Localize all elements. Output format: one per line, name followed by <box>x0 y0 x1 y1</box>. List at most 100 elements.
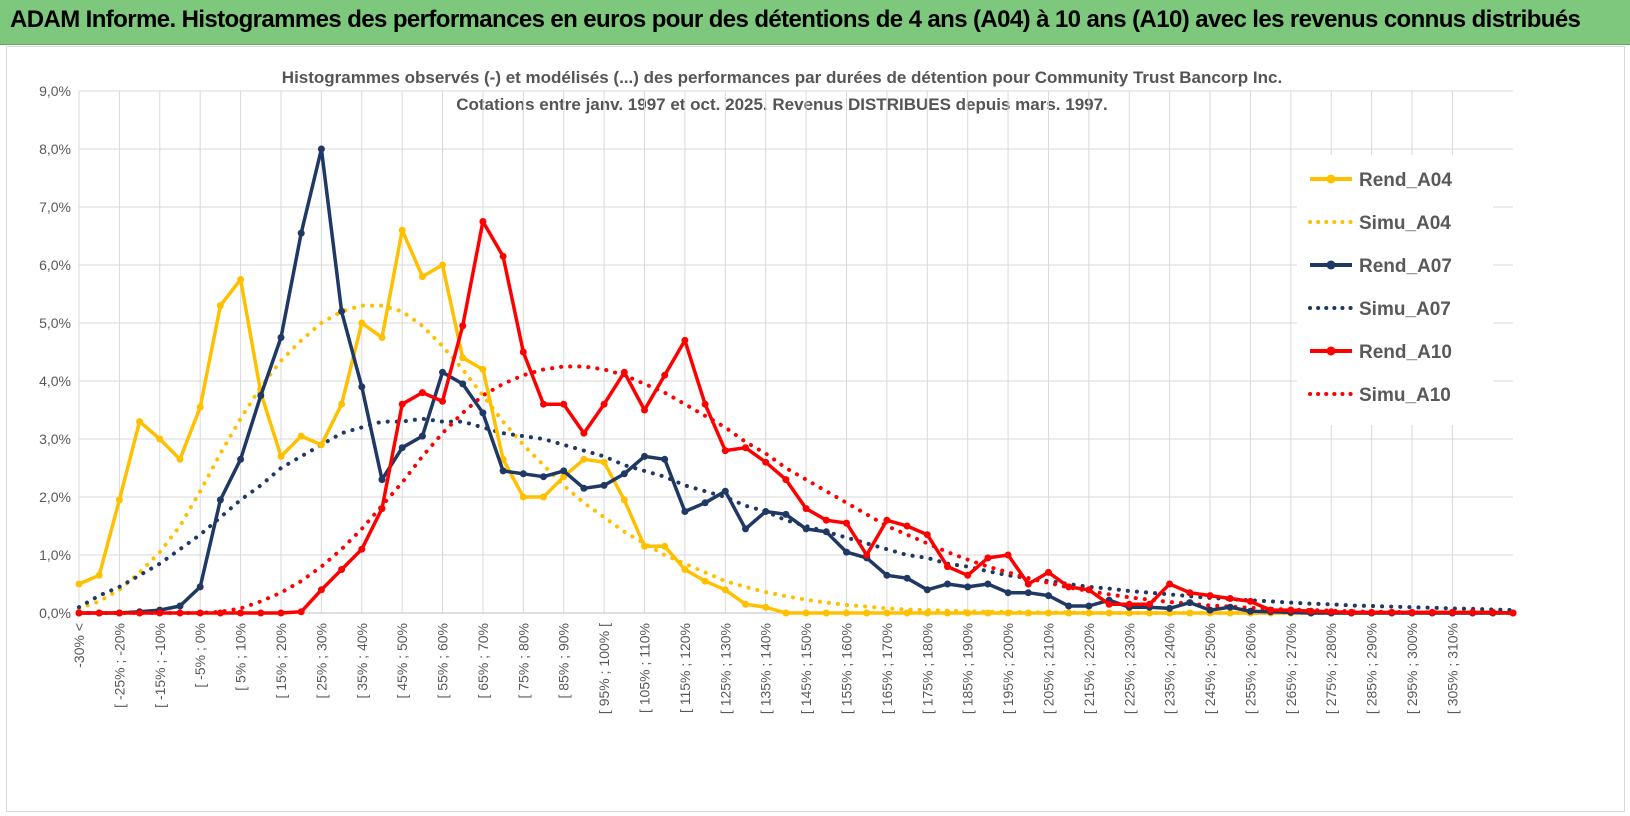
data-point-rend-a07 <box>176 602 184 610</box>
data-point-rend-a10 <box>1186 589 1194 597</box>
data-point-rend-a07 <box>964 583 972 591</box>
data-point-rend-a10 <box>358 545 366 553</box>
data-point-rend-a04 <box>863 609 871 617</box>
data-point-rend-a07 <box>277 334 285 341</box>
legend-label-simu-a07: Simu_A07 <box>1359 299 1451 320</box>
x-tick-label: [ -5% ; 0% <box>192 623 208 688</box>
data-point-rend-a07 <box>358 383 366 391</box>
legend-marker-rend-a07 <box>1326 260 1336 270</box>
x-tick-label: [ 225% ; 230% <box>1121 623 1137 714</box>
x-tick-label: [ 75% ; 80% <box>515 623 531 699</box>
data-point-rend-a04 <box>459 354 467 362</box>
series-line-simu-a07 <box>77 416 1515 613</box>
data-point-rend-a07 <box>782 510 790 518</box>
data-point-rend-a10 <box>1509 609 1517 617</box>
data-point-rend-a04 <box>1024 609 1032 617</box>
data-point-rend-a07 <box>317 145 325 153</box>
data-point-rend-a04 <box>1065 609 1073 617</box>
data-point-rend-a10 <box>277 609 285 617</box>
data-point-rend-a10 <box>883 516 891 524</box>
data-point-rend-a07 <box>1206 606 1214 614</box>
data-point-rend-a10 <box>863 551 871 559</box>
data-point-rend-a07 <box>903 574 911 582</box>
data-point-rend-a04 <box>176 455 184 463</box>
data-point-rend-a10 <box>1489 608 1497 616</box>
data-point-rend-a10 <box>378 505 386 513</box>
data-point-rend-a04 <box>1146 609 1153 617</box>
data-point-rend-a10 <box>1246 597 1254 605</box>
data-point-rend-a10 <box>1166 580 1174 588</box>
legend-label-simu-a10: Simu_A10 <box>1359 385 1451 406</box>
x-tick-label: [ 295% ; 300% <box>1404 623 1420 714</box>
y-tick-label: 2,0% <box>39 489 71 505</box>
data-point-rend-a07 <box>944 580 951 588</box>
data-point-rend-a04 <box>903 609 911 617</box>
data-point-rend-a07 <box>237 455 245 463</box>
data-point-rend-a04 <box>984 609 992 617</box>
data-point-rend-a10 <box>600 400 608 408</box>
data-point-rend-a10 <box>297 608 305 616</box>
legend-marker-rend-a10 <box>1326 346 1336 356</box>
data-point-rend-a10 <box>338 566 346 573</box>
data-point-rend-a10 <box>237 609 245 617</box>
x-tick-label: [ 235% ; 240% <box>1162 623 1178 714</box>
x-tick-label: [ 15% ; 20% <box>273 623 289 699</box>
data-point-rend-a10 <box>984 554 992 562</box>
data-point-rend-a10 <box>95 609 103 617</box>
x-tick-label: [ 85% ; 90% <box>556 623 572 699</box>
x-tick-label: [ 115% ; 120% <box>677 623 693 713</box>
x-tick-label: [ 25% ; 30% <box>313 623 329 699</box>
x-tick-label: [ 245% ; 250% <box>1202 623 1218 714</box>
legend-box <box>1297 155 1493 425</box>
x-tick-label: [ 285% ; 290% <box>1364 623 1380 714</box>
data-point-rend-a04 <box>721 586 729 594</box>
data-point-rend-a04 <box>418 273 426 281</box>
data-point-rend-a04 <box>923 609 931 617</box>
data-point-rend-a04 <box>277 452 285 460</box>
data-point-rend-a04 <box>1226 609 1234 617</box>
data-point-rend-a04 <box>479 365 487 373</box>
data-point-rend-a04 <box>641 542 648 550</box>
data-point-rend-a04 <box>1186 609 1194 617</box>
data-point-rend-a07 <box>1166 604 1174 612</box>
data-point-rend-a04 <box>580 455 588 463</box>
data-point-rend-a04 <box>196 403 204 411</box>
legend-label-rend-a10: Rend_A10 <box>1359 342 1452 363</box>
data-point-rend-a07 <box>560 467 568 475</box>
data-point-rend-a04 <box>742 600 749 608</box>
data-point-rend-a10 <box>782 476 790 484</box>
data-point-rend-a07 <box>519 470 527 478</box>
data-point-rend-a07 <box>1045 592 1052 600</box>
data-point-rend-a07 <box>1085 602 1093 610</box>
data-point-rend-a07 <box>1246 607 1254 615</box>
data-point-rend-a10 <box>1085 586 1093 594</box>
x-tick-label: [ 5% ; 10% <box>233 623 249 691</box>
plot-area <box>75 145 1517 617</box>
data-point-rend-a04 <box>560 473 568 481</box>
chart-legend: Rend_A04 Simu_A04 Rend_A07 Simu_A07 Rend_A10… <box>1297 155 1493 425</box>
data-point-rend-a10 <box>1469 608 1477 616</box>
data-point-rend-a04 <box>1125 609 1133 617</box>
y-tick-label: 5,0% <box>39 315 71 331</box>
data-point-rend-a07 <box>620 470 628 478</box>
data-point-rend-a10 <box>701 400 709 408</box>
data-point-rend-a10 <box>1125 600 1133 608</box>
data-point-rend-a07 <box>398 444 406 452</box>
data-point-rend-a07 <box>459 380 467 388</box>
x-tick-label: [ 195% ; 200% <box>1000 623 1016 714</box>
data-point-rend-a10 <box>560 400 568 408</box>
x-tick-label: [ -15% ; -10% <box>152 623 168 708</box>
x-tick-label: [ 155% ; 160% <box>838 623 854 714</box>
data-point-rend-a07 <box>742 525 749 533</box>
y-tick-label: 1,0% <box>39 547 71 563</box>
data-point-rend-a10 <box>1004 551 1012 559</box>
x-tick-label: [ 105% ; 110% <box>637 623 653 713</box>
data-point-rend-a04 <box>75 580 83 588</box>
data-point-rend-a04 <box>701 577 709 585</box>
data-point-rend-a07 <box>822 528 830 536</box>
data-point-rend-a07 <box>923 586 931 594</box>
data-point-rend-a04 <box>762 603 770 611</box>
data-point-rend-a10 <box>1327 608 1335 616</box>
legend-label-rend-a04: Rend_A04 <box>1359 170 1452 191</box>
x-tick-label: -30% < <box>71 623 87 668</box>
